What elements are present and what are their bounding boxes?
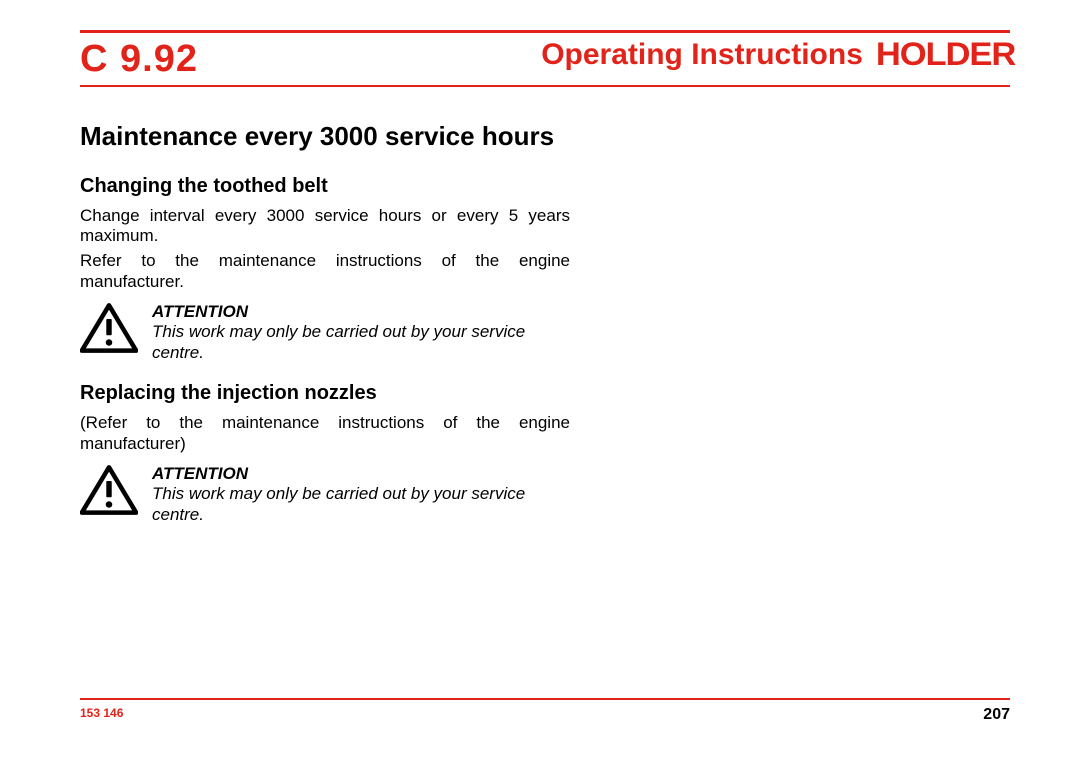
subsection-heading: Replacing the injection nozzles bbox=[80, 382, 570, 405]
attention-label: ATTENTION bbox=[152, 464, 570, 484]
attention-label: ATTENTION bbox=[152, 302, 570, 322]
document-title: Operating Instructions bbox=[541, 38, 863, 72]
attention-body: This work may only be carried out by you… bbox=[152, 322, 570, 363]
attention-text: ATTENTION This work may only be carried … bbox=[152, 302, 570, 363]
attention-body: This work may only be carried out by you… bbox=[152, 484, 570, 525]
header-right-group: Operating Instructions HOLDER bbox=[527, 36, 1010, 73]
page-header: C 9.92 Operating Instructions HOLDER bbox=[80, 30, 1010, 86]
subsection-heading: Changing the toothed belt bbox=[80, 175, 570, 198]
header-rule-bottom bbox=[80, 85, 1010, 87]
paragraph: (Refer to the maintenance instructions o… bbox=[80, 413, 570, 454]
model-code: C 9.92 bbox=[80, 38, 212, 81]
attention-text: ATTENTION This work may only be carried … bbox=[152, 464, 570, 525]
page-number: 207 bbox=[983, 706, 1010, 724]
page: C 9.92 Operating Instructions HOLDER Mai… bbox=[0, 0, 1080, 762]
page-footer: 153 146 207 bbox=[80, 698, 1010, 724]
attention-block: ATTENTION This work may only be carried … bbox=[80, 464, 570, 525]
content-column: Maintenance every 3000 service hours Cha… bbox=[80, 120, 570, 526]
header-rule-top bbox=[80, 30, 1010, 33]
footer-row: 153 146 207 bbox=[80, 706, 1010, 724]
section-title: Maintenance every 3000 service hours bbox=[80, 120, 570, 153]
paragraph: Change interval every 3000 service hours… bbox=[80, 206, 570, 247]
warning-triangle-icon bbox=[80, 302, 138, 354]
footer-rule bbox=[80, 698, 1010, 700]
warning-triangle-icon bbox=[80, 464, 138, 516]
brand-logo: HOLDER bbox=[876, 36, 1015, 73]
paragraph: Refer to the maintenance instructions of… bbox=[80, 251, 570, 292]
document-number: 153 146 bbox=[80, 706, 123, 724]
attention-block: ATTENTION This work may only be carried … bbox=[80, 302, 570, 363]
